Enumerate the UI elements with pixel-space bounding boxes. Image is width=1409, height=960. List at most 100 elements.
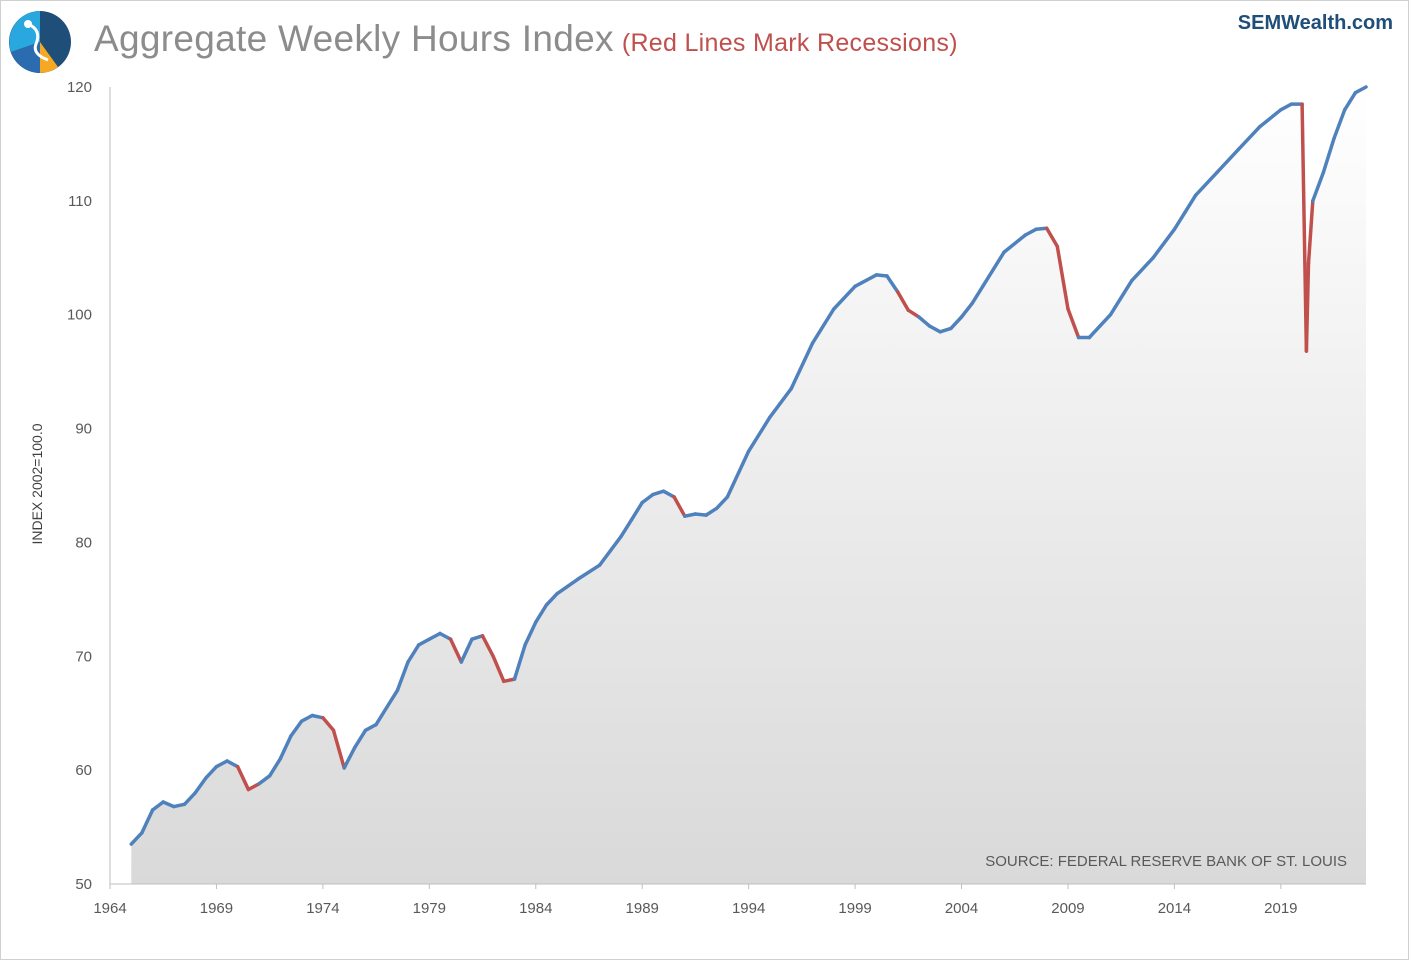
- index-line-segment: [459, 637, 474, 664]
- source-note: SOURCE: FEDERAL RESERVE BANK OF ST. LOUI…: [985, 853, 1347, 870]
- index-line-segment: [853, 273, 879, 289]
- index-line-segment: [1342, 90, 1358, 112]
- x-tick-label: 1999: [838, 900, 871, 917]
- index-line-segment: [1257, 108, 1283, 129]
- index-line-segment: [289, 719, 304, 738]
- index-line-segment: [1332, 108, 1347, 140]
- index-line-segment: [832, 284, 857, 311]
- x-tick-label: 1969: [200, 900, 233, 917]
- chart-subtitle: (Red Lines Mark Recessions): [621, 29, 958, 57]
- x-tick-label: 1994: [732, 900, 765, 917]
- index-line-segment: [523, 620, 538, 647]
- index-line-segment: [640, 492, 655, 505]
- semwealth-logo-icon: [9, 11, 71, 73]
- index-line-segment: [683, 512, 698, 518]
- index-line-segment: [129, 831, 144, 846]
- recession-line-segment: [895, 290, 911, 312]
- recession-line-segment: [1044, 226, 1060, 249]
- index-line-segment: [949, 315, 964, 331]
- index-line-segment: [704, 506, 719, 517]
- index-line-segment: [395, 660, 410, 693]
- index-line-segment: [512, 643, 527, 681]
- area-fill: [131, 87, 1367, 884]
- y-tick-label: 90: [75, 421, 92, 438]
- y-tick-label: 110: [68, 193, 92, 210]
- index-line-segment: [225, 759, 240, 769]
- index-line-segment: [438, 631, 453, 641]
- brand-link[interactable]: SEMWealth.com: [1237, 12, 1393, 34]
- index-line-segment: [661, 489, 676, 499]
- x-tick-label: 1989: [626, 900, 659, 917]
- index-line-segment: [970, 284, 985, 306]
- index-line-segment: [278, 734, 293, 761]
- recession-line-segment: [246, 782, 261, 792]
- index-line-segment: [746, 415, 772, 454]
- index-line-segment: [789, 341, 815, 391]
- index-line-segment: [1108, 278, 1134, 317]
- index-line-segment: [1023, 227, 1038, 237]
- index-line-segment: [768, 386, 793, 419]
- y-tick-label: 100: [67, 307, 92, 324]
- index-line-segment: [534, 603, 549, 624]
- index-line-segment: [193, 776, 208, 795]
- index-line-segment: [299, 713, 314, 723]
- index-line-segment: [310, 713, 325, 720]
- index-line-segment: [1172, 210, 1187, 232]
- index-line-segment: [1193, 170, 1219, 197]
- index-line-segment: [427, 631, 442, 641]
- index-line-segment: [1279, 102, 1294, 112]
- x-tick-label: 1974: [306, 900, 339, 917]
- index-line-segment: [406, 643, 421, 664]
- y-tick-label: 120: [67, 79, 92, 96]
- recession-line-segment: [1306, 199, 1315, 266]
- index-line-segment: [1130, 256, 1155, 283]
- recession-line-segment: [448, 637, 464, 664]
- recession-line-segment: [672, 495, 687, 518]
- y-tick-label: 60: [75, 762, 92, 779]
- index-line-segment: [1034, 226, 1049, 232]
- index-line-segment: [576, 563, 602, 581]
- index-line-segment: [959, 301, 974, 319]
- index-line-segment: [938, 326, 953, 334]
- index-line-segment: [204, 764, 219, 780]
- index-line-segment: [981, 250, 1006, 289]
- index-line-segment: [619, 517, 634, 539]
- index-line-segment: [714, 495, 730, 511]
- index-line-segment: [629, 500, 644, 522]
- x-tick-label: 1979: [413, 900, 446, 917]
- recession-line-segment: [906, 308, 921, 319]
- index-line-segment: [810, 307, 836, 345]
- index-line-segment: [374, 705, 389, 727]
- index-line-segment: [1087, 324, 1102, 340]
- recession-line-segment: [480, 634, 495, 659]
- index-line-segment: [651, 489, 666, 497]
- index-line-segment: [885, 274, 900, 294]
- index-line-segment: [1236, 125, 1262, 152]
- index-line-segment: [1151, 227, 1177, 260]
- index-line-segment: [161, 800, 176, 809]
- index-line-segment: [1321, 136, 1336, 175]
- chart-title: Aggregate Weekly Hours Index (Red Lines M…: [94, 18, 958, 59]
- index-line-segment: [384, 688, 400, 710]
- index-line-segment: [917, 315, 932, 328]
- x-tick-label: 2019: [1264, 900, 1297, 917]
- index-line-segment: [597, 534, 623, 567]
- recession-line-segment: [331, 728, 346, 770]
- index-line-segment: [140, 808, 155, 835]
- index-line-segment: [1183, 193, 1198, 214]
- index-line-segment: [874, 273, 889, 278]
- index-line-segment: [1311, 170, 1326, 203]
- recession-line-segment: [491, 654, 506, 684]
- index-line-segment: [725, 449, 751, 499]
- index-line-segment: [544, 591, 559, 607]
- x-tick-label: 1984: [519, 900, 552, 917]
- x-tick-label: 2014: [1158, 900, 1191, 917]
- x-tick-label: 2009: [1051, 900, 1084, 917]
- recession-line-segment: [502, 677, 517, 684]
- index-line-segment: [342, 745, 357, 770]
- index-line-segment: [150, 800, 165, 812]
- y-tick-label: 70: [75, 648, 92, 665]
- index-line-segment: [257, 774, 272, 786]
- index-line-segment: [1353, 85, 1368, 95]
